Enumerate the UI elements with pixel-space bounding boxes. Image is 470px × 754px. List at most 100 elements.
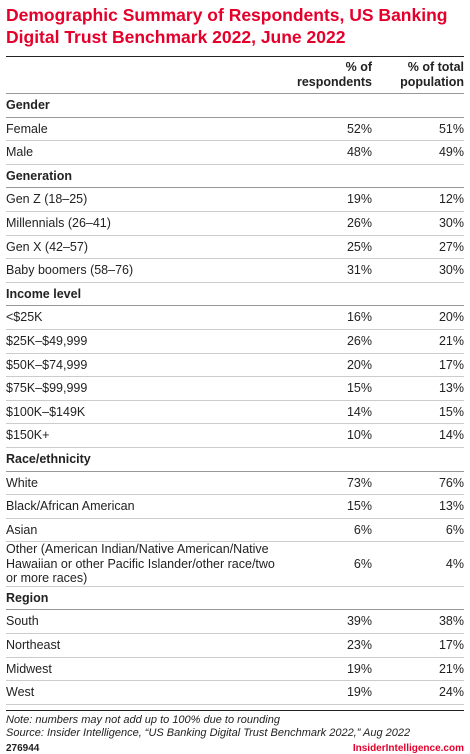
row-label: Midwest xyxy=(6,661,52,676)
section-row: Generation xyxy=(6,165,464,189)
table-row: Northeast 23% 17% xyxy=(6,634,464,658)
cell: 14% xyxy=(438,428,464,443)
section-heading: Gender xyxy=(6,98,50,113)
cell: 26% xyxy=(346,333,372,348)
row-label: Millennials (26–41) xyxy=(6,216,111,231)
cell: 17% xyxy=(438,638,464,653)
row-label: Gen Z (18–25) xyxy=(6,192,88,207)
row-label: $150K+ xyxy=(6,428,50,443)
cell: 39% xyxy=(346,614,372,629)
cell: 48% xyxy=(346,145,372,160)
cell: 6% xyxy=(353,522,372,537)
cell: 38% xyxy=(438,614,464,629)
cell: 25% xyxy=(346,239,372,254)
row-label: Asian xyxy=(6,522,38,537)
cell: 27% xyxy=(438,239,464,254)
cell: 21% xyxy=(438,333,464,348)
table-row: Midwest 19% 21% xyxy=(6,658,464,682)
cell: 19% xyxy=(346,685,372,700)
cell: 49% xyxy=(438,145,464,160)
section-row: Income level xyxy=(6,283,464,307)
cell: 19% xyxy=(346,661,372,676)
cell: 13% xyxy=(438,381,464,396)
cell: 6% xyxy=(445,522,464,537)
row-label: $50K–$74,999 xyxy=(6,357,88,372)
row-label: $25K–$49,999 xyxy=(6,333,88,348)
brand: InsiderIntelligence.com xyxy=(352,742,464,754)
table-row: $150K+ 10% 14% xyxy=(6,424,464,448)
cell: 20% xyxy=(346,357,372,372)
col-head-text: % of respondents xyxy=(296,60,372,89)
row-label: White xyxy=(6,475,38,490)
row-label: Baby boomers (58–76) xyxy=(6,263,134,278)
table-row: $75K–$99,999 15% 13% xyxy=(6,377,464,401)
row-label: <$25K xyxy=(6,310,43,325)
table-row: Gen Z (18–25) 19% 12% xyxy=(6,188,464,212)
cell: 6% xyxy=(353,556,372,571)
page: Demographic Summary of Respondents, US B… xyxy=(6,5,464,754)
section-heading: Generation xyxy=(6,168,72,183)
table-row: White 73% 76% xyxy=(6,472,464,496)
cell: 20% xyxy=(438,310,464,325)
note: Note: numbers may not add up to 100% due… xyxy=(6,713,280,726)
table-row: Female 52% 51% xyxy=(6,118,464,142)
cell: 4% xyxy=(445,556,464,571)
cell: 12% xyxy=(438,192,464,207)
row-label: $100K–$149K xyxy=(6,404,86,419)
footer: 276944 InsiderIntelligence.com xyxy=(6,743,464,754)
table-row: $25K–$49,999 26% 21% xyxy=(6,330,464,354)
table-row: $50K–$74,999 20% 17% xyxy=(6,354,464,378)
cell: 23% xyxy=(346,638,372,653)
cell: 17% xyxy=(438,357,464,372)
title: Demographic Summary of Respondents, US B… xyxy=(6,5,448,47)
section-heading: Income level xyxy=(6,286,82,301)
section-row: Gender xyxy=(6,94,464,118)
col-head: % of respondents xyxy=(292,60,372,90)
cell: 31% xyxy=(346,263,372,278)
cell: 52% xyxy=(346,121,372,136)
table-row: Asian 6% 6% xyxy=(6,519,464,543)
section-heading: Region xyxy=(6,590,49,605)
cell: 24% xyxy=(438,685,464,700)
cell: 15% xyxy=(346,381,372,396)
cell: 16% xyxy=(346,310,372,325)
table-row: West 19% 24% xyxy=(6,681,464,705)
cell: 15% xyxy=(346,499,372,514)
col-head-text: % of total population xyxy=(400,60,464,89)
table-row: Other (American Indian/Native American/N… xyxy=(6,542,464,587)
table-row: Gen X (42–57) 25% 27% xyxy=(6,236,464,260)
source: Source: Insider Intelligence, “US Bankin… xyxy=(6,726,411,739)
table-row: Baby boomers (58–76) 31% 30% xyxy=(6,259,464,283)
row-label: Male xyxy=(6,145,34,160)
row-label: $75K–$99,999 xyxy=(6,381,88,396)
cell: 14% xyxy=(346,404,372,419)
table-row: Black/African American 15% 13% xyxy=(6,495,464,519)
cell: 76% xyxy=(438,475,464,490)
cell: 30% xyxy=(438,216,464,231)
cell: 26% xyxy=(346,216,372,231)
cell: 51% xyxy=(438,121,464,136)
cell: 19% xyxy=(346,192,372,207)
cell: 10% xyxy=(346,428,372,443)
table-header: % of respondents % of total population xyxy=(6,56,464,94)
cell: 13% xyxy=(438,499,464,514)
table-row: Millennials (26–41) 26% 30% xyxy=(6,212,464,236)
col-head: % of total population xyxy=(372,60,464,90)
table-body: Gender Female 52% 51% Male 48% 49% Generation Ge… xyxy=(6,94,464,705)
table-row: $100K–$149K 14% 15% xyxy=(6,401,464,425)
cell: 21% xyxy=(438,661,464,676)
cell: 15% xyxy=(438,404,464,419)
section-heading: Race/ethnicity xyxy=(6,451,91,466)
chart-id: 276944 xyxy=(6,742,40,754)
row-label: Other (American Indian/Native American/N… xyxy=(6,542,275,586)
row-label: West xyxy=(6,685,35,700)
cell: 73% xyxy=(346,475,372,490)
row-label: Gen X (42–57) xyxy=(6,239,88,254)
notes: Note: numbers may not add up to 100% due… xyxy=(6,709,464,740)
table-row: South 39% 38% xyxy=(6,610,464,634)
section-row: Region xyxy=(6,587,464,611)
row-label: South xyxy=(6,614,39,629)
row-label: Northeast xyxy=(6,638,61,653)
table-row: <$25K 16% 20% xyxy=(6,306,464,330)
